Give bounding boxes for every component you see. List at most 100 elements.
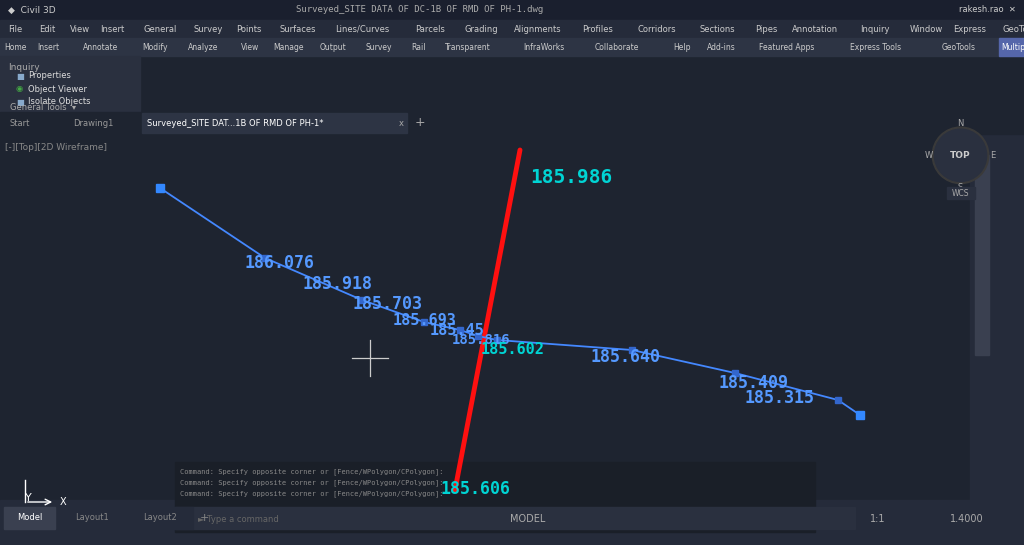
Text: +: + <box>200 513 209 523</box>
Text: Command: Specify opposite corner or [Fence/WPolygon/CPolygon]:: Command: Specify opposite corner or [Fen… <box>180 479 443 486</box>
Text: Profiles: Profiles <box>583 25 613 33</box>
Text: 186.076: 186.076 <box>245 254 315 272</box>
Text: Layout2: Layout2 <box>143 513 177 523</box>
Text: 185.606: 185.606 <box>440 480 510 498</box>
Text: Properties: Properties <box>28 71 71 81</box>
Text: View: View <box>241 43 259 51</box>
Text: Collaborate: Collaborate <box>595 43 639 51</box>
Bar <box>0 112 1024 134</box>
Bar <box>0 134 970 500</box>
Text: Lines/Curves: Lines/Curves <box>335 25 389 33</box>
Text: 1.4000: 1.4000 <box>950 514 984 524</box>
Text: 185.640: 185.640 <box>590 348 660 366</box>
Bar <box>970 134 1024 500</box>
Text: N: N <box>957 119 964 128</box>
Text: 185.816: 185.816 <box>452 333 511 347</box>
Text: Isolate Objects: Isolate Objects <box>28 98 90 106</box>
Text: Home: Home <box>4 43 27 51</box>
Text: ■: ■ <box>16 71 24 81</box>
Text: x: x <box>399 118 404 128</box>
Text: 185.602: 185.602 <box>481 342 545 357</box>
Text: S: S <box>957 183 964 192</box>
Text: Command: Specify opposite corner or [Fence/WPolygon/CPolygon]:: Command: Specify opposite corner or [Fen… <box>180 468 443 475</box>
Text: Pipes: Pipes <box>755 25 777 33</box>
Text: Edit: Edit <box>39 25 55 33</box>
Text: General Tools  ▾: General Tools ▾ <box>10 102 76 112</box>
Text: Surveyed_SITE DAT...1B OF RMD OF PH-1*: Surveyed_SITE DAT...1B OF RMD OF PH-1* <box>147 118 324 128</box>
Text: Command: Specify opposite corner or [Fence/WPolygon/CPolygon]:: Command: Specify opposite corner or [Fen… <box>180 490 443 496</box>
Text: GeoTools: GeoTools <box>1002 25 1024 33</box>
Text: Manage: Manage <box>273 43 304 51</box>
Text: X: X <box>60 497 67 507</box>
Bar <box>946 187 975 199</box>
Text: Add-ins: Add-ins <box>707 43 735 51</box>
Bar <box>59 507 124 529</box>
Text: Model: Model <box>16 513 42 523</box>
Text: Insert: Insert <box>37 43 59 51</box>
Text: Grading: Grading <box>465 25 499 33</box>
Text: Window: Window <box>909 25 943 33</box>
Text: Transparent: Transparent <box>444 43 490 51</box>
Text: Inquiry: Inquiry <box>860 25 890 33</box>
Text: Insert: Insert <box>100 25 125 33</box>
Text: rakesh.rao  ✕: rakesh.rao ✕ <box>959 5 1016 15</box>
Text: 1:1: 1:1 <box>870 514 886 524</box>
Text: Help: Help <box>674 43 691 51</box>
Text: TOP: TOP <box>950 151 971 160</box>
Text: Output: Output <box>319 43 346 51</box>
Bar <box>0 56 140 112</box>
Text: Points: Points <box>237 25 261 33</box>
Text: Inquiry: Inquiry <box>8 63 40 71</box>
Text: ■: ■ <box>16 98 24 106</box>
Text: Object Viewer: Object Viewer <box>28 84 87 94</box>
Text: Alignments: Alignments <box>514 25 562 33</box>
Text: 185.918: 185.918 <box>303 275 373 293</box>
Bar <box>4 113 63 133</box>
Bar <box>142 113 407 133</box>
Text: Sections: Sections <box>699 25 735 33</box>
Text: Parcels: Parcels <box>416 25 445 33</box>
Text: W: W <box>925 151 933 160</box>
Text: Survey: Survey <box>366 43 392 51</box>
Text: Modify: Modify <box>142 43 168 51</box>
Bar <box>0 20 1024 38</box>
Text: Annotate: Annotate <box>83 43 118 51</box>
Bar <box>0 38 1024 56</box>
Text: Featured Apps: Featured Apps <box>759 43 814 51</box>
Text: 185.693: 185.693 <box>393 313 457 328</box>
Bar <box>0 500 1024 545</box>
Text: ◉: ◉ <box>16 84 24 94</box>
Text: [-][Top][2D Wireframe]: [-][Top][2D Wireframe] <box>5 143 106 152</box>
Text: Surfaces: Surfaces <box>280 25 315 33</box>
Text: Express Tools: Express Tools <box>851 43 901 51</box>
Bar <box>175 507 855 529</box>
Text: WCS: WCS <box>951 189 970 198</box>
Text: Y: Y <box>25 493 32 503</box>
Text: Layout1: Layout1 <box>75 513 109 523</box>
Text: ► Type a command: ► Type a command <box>198 514 279 524</box>
Text: View: View <box>70 25 90 33</box>
Text: +: + <box>415 117 426 130</box>
Bar <box>0 0 1024 20</box>
Text: Corridors: Corridors <box>638 25 677 33</box>
Text: 185.409: 185.409 <box>718 374 788 392</box>
Text: Surveyed_SITE DATA OF DC-1B OF RMD OF PH-1.dwg: Surveyed_SITE DATA OF DC-1B OF RMD OF PH… <box>296 5 544 15</box>
Text: File: File <box>8 25 23 33</box>
Text: 185.45: 185.45 <box>430 323 484 338</box>
Text: Express: Express <box>952 25 986 33</box>
Bar <box>4 507 55 529</box>
Text: Survey: Survey <box>193 25 222 33</box>
Bar <box>999 38 1024 56</box>
Text: 185.703: 185.703 <box>352 295 422 313</box>
Text: Drawing1: Drawing1 <box>73 118 114 128</box>
Text: MODEL: MODEL <box>510 514 546 524</box>
Text: General: General <box>143 25 177 33</box>
Circle shape <box>932 127 989 184</box>
Text: 185.315: 185.315 <box>745 389 815 407</box>
Text: GeoTools: GeoTools <box>942 43 976 51</box>
Text: Analyze: Analyze <box>188 43 218 51</box>
Text: Start: Start <box>9 118 30 128</box>
Text: E: E <box>990 151 995 160</box>
Text: Annotation: Annotation <box>793 25 839 33</box>
Bar <box>975 155 989 355</box>
